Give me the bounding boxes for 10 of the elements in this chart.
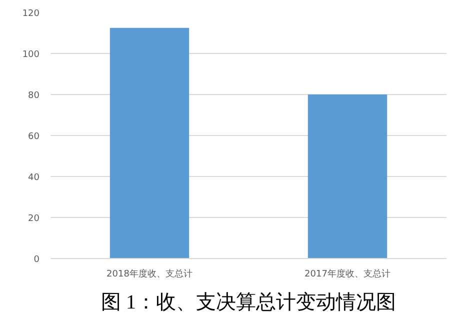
y-tick-label: 60 <box>28 132 40 142</box>
y-tick-label: 100 <box>22 50 40 60</box>
y-tick-label: 20 <box>28 214 40 224</box>
text: 图 1：收、支决算总计变动情况图 <box>101 292 396 314</box>
x-tick-label: 2018年度收、支总计 <box>106 268 192 280</box>
y-tick-label: 0 <box>34 255 40 265</box>
y-tick-label: 120 <box>22 9 40 19</box>
y-tick-label: 80 <box>28 91 40 101</box>
x-tick-label: 2017年度收、支总计 <box>304 268 390 280</box>
y-tick-label: 40 <box>28 173 40 183</box>
